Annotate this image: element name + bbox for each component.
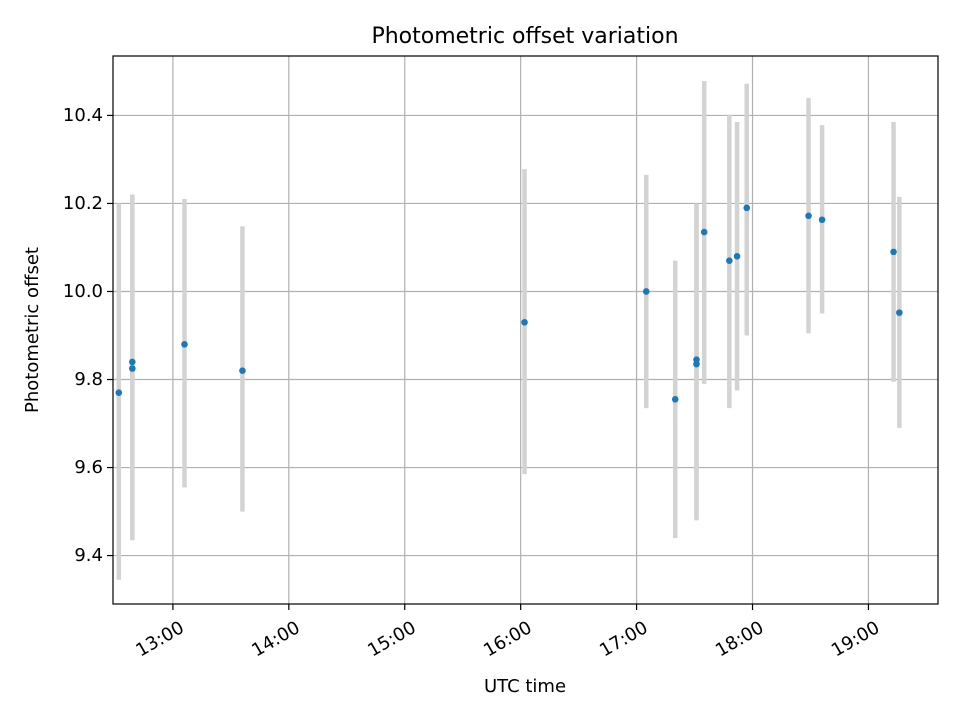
data-point [239, 367, 246, 375]
data-point [693, 356, 700, 364]
data-point [726, 257, 733, 264]
y-tick-label: 9.8 [74, 369, 103, 390]
data-point [642, 288, 650, 295]
data-point [115, 389, 123, 397]
chart-title: Photometric offset variation [371, 24, 678, 49]
data-point [671, 396, 679, 403]
data-point [700, 228, 708, 236]
data-point [181, 341, 188, 348]
y-axis-label: Photometric offset [22, 247, 43, 413]
y-tick-label: 9.6 [74, 457, 103, 478]
y-tick-label: 10.4 [63, 105, 103, 126]
data-point [521, 318, 528, 326]
x-axis-label: UTC time [484, 676, 566, 697]
plot-area-frame [112, 55, 939, 605]
y-tick-label: 9.4 [74, 545, 103, 566]
data-point [818, 216, 826, 224]
data-point [805, 212, 812, 220]
data-point [733, 252, 741, 260]
data-point [896, 309, 903, 316]
data-point [743, 204, 751, 212]
y-tick-label: 10.2 [63, 193, 103, 214]
data-points [115, 204, 903, 403]
data-point [890, 248, 897, 256]
data-point [129, 365, 136, 372]
y-tick-label: 10.0 [63, 281, 103, 302]
data-point [129, 358, 136, 366]
